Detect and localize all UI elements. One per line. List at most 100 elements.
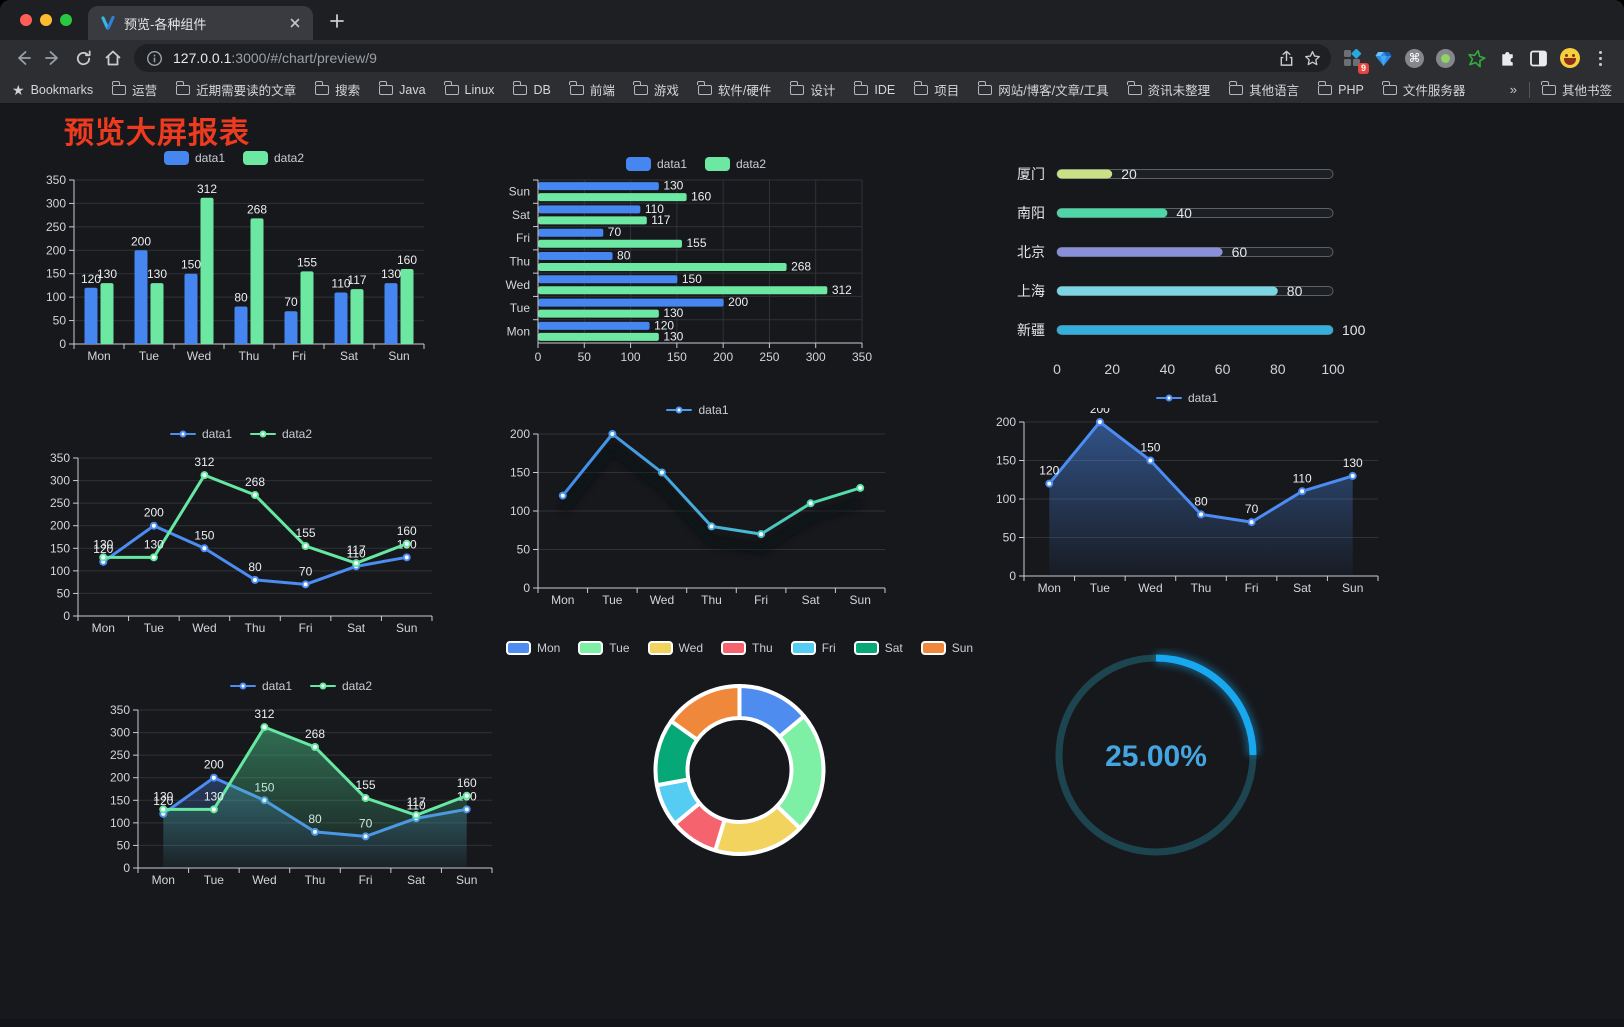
- svg-text:200: 200: [110, 771, 130, 785]
- menu-dots-icon[interactable]: [1587, 45, 1614, 72]
- browser-tab[interactable]: 预览-各种组件: [88, 6, 313, 40]
- url-path: :3000/#/chart/preview/9: [231, 50, 377, 66]
- svg-text:80: 80: [1194, 494, 1208, 508]
- bookmark-folder-label: Linux: [464, 82, 495, 97]
- svg-text:110: 110: [331, 276, 350, 290]
- traffic-lights: [0, 14, 88, 40]
- back-button[interactable]: [8, 43, 38, 73]
- extensions-puzzle-icon[interactable]: [1494, 45, 1521, 72]
- svg-text:Fri: Fri: [1245, 581, 1259, 595]
- svg-text:80: 80: [1287, 283, 1303, 299]
- legend-item-Sat[interactable]: Sat: [853, 641, 903, 655]
- page-content: 预览大屏报表 data1 data2 0 50 100 150 200 250 300 350 Mo…: [0, 104, 1624, 1019]
- legend-item-data1[interactable]: data1: [625, 157, 687, 171]
- svg-text:Wed: Wed: [252, 873, 276, 887]
- legend-label: data2: [282, 427, 313, 441]
- svg-text:200: 200: [510, 427, 530, 441]
- bookmark-folder[interactable]: IDE: [853, 81, 895, 97]
- bookmarks-root[interactable]: ★ Bookmarks: [12, 83, 93, 97]
- bookmark-folder[interactable]: 近期需要读的文章: [175, 80, 297, 99]
- home-button[interactable]: [98, 43, 128, 73]
- folder-icon: [1127, 81, 1142, 95]
- bookmark-folder-label: 软件/硬件: [717, 84, 772, 98]
- svg-text:Fri: Fri: [299, 621, 313, 635]
- legend-item-Wed[interactable]: Wed: [647, 641, 703, 655]
- legend-item-data1[interactable]: data1: [169, 427, 232, 441]
- folder-icon: [697, 81, 712, 95]
- reload-button[interactable]: [68, 43, 98, 73]
- bookmark-folder[interactable]: 游戏: [633, 80, 679, 99]
- split-screen-extension-icon[interactable]: [1525, 45, 1552, 72]
- svg-text:312: 312: [254, 707, 274, 721]
- svg-text:Thu: Thu: [509, 255, 530, 269]
- bookmark-folder[interactable]: 文件服务器: [1382, 80, 1465, 99]
- bookmark-folder-label: 近期需要读的文章: [196, 84, 297, 98]
- bookmark-folder[interactable]: 运营: [111, 80, 157, 99]
- legend-item-Thu[interactable]: Thu: [721, 641, 773, 655]
- legend-item-data2[interactable]: data2: [705, 157, 766, 171]
- recorder-extension-icon[interactable]: [1432, 45, 1459, 72]
- legend-swatch: [853, 641, 879, 655]
- green-star-extension-icon[interactable]: [1463, 45, 1490, 72]
- bookmarks-overflow-chevron[interactable]: »: [1509, 82, 1517, 97]
- legend-item-Fri[interactable]: Fri: [790, 641, 836, 655]
- legend-swatch: [790, 641, 816, 655]
- legend-item-data2[interactable]: data2: [310, 679, 372, 693]
- bookmark-folder[interactable]: DB: [512, 81, 551, 97]
- bookmark-star-icon[interactable]: [1299, 45, 1325, 71]
- bookmark-folder[interactable]: Linux: [444, 81, 495, 97]
- tab-close-icon[interactable]: [287, 15, 303, 31]
- bookmark-folder[interactable]: 设计: [789, 80, 835, 99]
- bookmark-folder[interactable]: Java: [378, 81, 426, 97]
- svg-text:150: 150: [996, 454, 1016, 468]
- bookmark-folder[interactable]: 网站/博客/文章/工具: [977, 80, 1109, 99]
- bookmark-folder[interactable]: 搜索: [314, 80, 360, 99]
- legend-item-data2[interactable]: data2: [243, 151, 304, 165]
- legend-item-Tue[interactable]: Tue: [578, 641, 630, 655]
- svg-text:110: 110: [347, 546, 366, 560]
- chart-area-two-series: data1 data2 0 50 100 150 200 250 300 350 Mon Tue Wed…: [100, 676, 502, 892]
- new-tab-button[interactable]: [323, 7, 351, 35]
- address-bar[interactable]: 127.0.0.1:3000/#/chart/preview/9: [134, 44, 1331, 72]
- legend-item-data2[interactable]: data2: [250, 427, 312, 441]
- bookmark-folder[interactable]: 项目: [913, 80, 960, 99]
- legend-item-data1[interactable]: data1: [229, 679, 292, 693]
- legend-swatch: [647, 641, 673, 655]
- svg-text:150: 150: [194, 528, 214, 542]
- other-bookmarks[interactable]: 其他书签: [1541, 80, 1612, 99]
- legend-item-data1[interactable]: data1: [1155, 391, 1218, 405]
- emoji-extension-icon[interactable]: [1556, 45, 1583, 72]
- chart-line-gradient: data1 0 50 100 150 200 Mon Tue Wed Thu Fri Sat Sun: [500, 400, 895, 612]
- svg-text:Tue: Tue: [204, 873, 225, 887]
- gem-extension-icon[interactable]: [1370, 45, 1397, 72]
- minimize-window-button[interactable]: [40, 14, 52, 26]
- svg-text:150: 150: [181, 258, 201, 272]
- svg-text:Mon: Mon: [92, 621, 115, 635]
- url-host: 127.0.0.1: [173, 50, 232, 66]
- site-info-icon[interactable]: [146, 50, 163, 67]
- bookmark-folder[interactable]: 其他语言: [1228, 80, 1299, 99]
- legend-item-data1[interactable]: data1: [163, 151, 225, 165]
- bookmark-folder[interactable]: 软件/硬件: [697, 80, 772, 99]
- bookmark-folder-label: 项目: [934, 84, 960, 98]
- svg-text:200: 200: [204, 758, 224, 772]
- bookmark-folder[interactable]: PHP: [1317, 81, 1364, 97]
- legend-item-Sun[interactable]: Sun: [920, 641, 973, 655]
- svg-text:Mon: Mon: [152, 873, 175, 887]
- command-extension-icon[interactable]: ⌘: [1401, 45, 1428, 72]
- svg-text:130: 130: [663, 329, 683, 343]
- bookmark-folder-label: Java: [399, 82, 426, 97]
- close-window-button[interactable]: [20, 14, 32, 26]
- bookmark-folder[interactable]: 资讯未整理: [1127, 80, 1210, 99]
- svg-text:200: 200: [728, 295, 748, 309]
- legend-line-marker: [1155, 394, 1182, 402]
- svg-text:100: 100: [1342, 322, 1366, 338]
- tampermonkey-icon[interactable]: 9: [1339, 45, 1369, 74]
- legend-item-Mon[interactable]: Mon: [505, 641, 560, 655]
- legend-item-data1[interactable]: data1: [666, 403, 729, 417]
- share-icon[interactable]: [1273, 45, 1299, 71]
- svg-text:350: 350: [46, 173, 66, 187]
- forward-button[interactable]: [38, 43, 68, 73]
- bookmark-folder[interactable]: 前端: [569, 80, 615, 99]
- zoom-window-button[interactable]: [60, 14, 72, 26]
